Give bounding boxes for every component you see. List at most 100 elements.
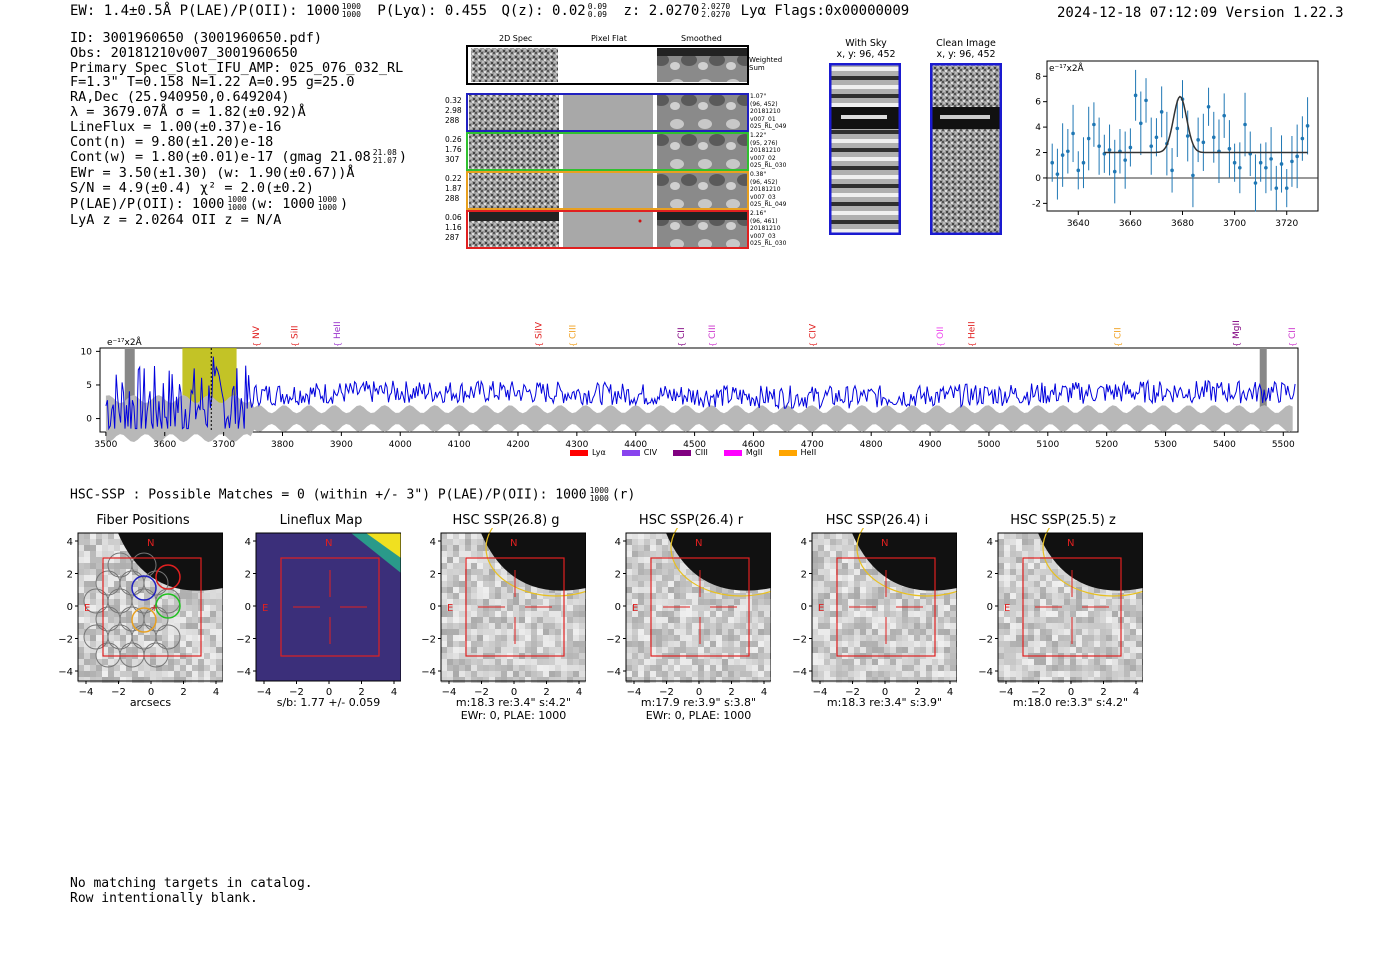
east-label: E bbox=[1004, 603, 1010, 614]
panel-ytick: −4 bbox=[236, 667, 251, 678]
cutout-row-stat: 1.87 bbox=[445, 184, 462, 193]
panel-xtick: 0 bbox=[1068, 687, 1074, 698]
panel-ytick: −4 bbox=[421, 667, 436, 678]
zoom-point bbox=[1279, 162, 1284, 166]
zoom-point bbox=[1149, 144, 1154, 148]
panel-ytick: 4 bbox=[615, 537, 621, 548]
fiber-circle bbox=[143, 642, 169, 668]
zoom-ylabel: e⁻¹⁷x2Å bbox=[1049, 62, 1085, 74]
zoom-point bbox=[1191, 173, 1195, 178]
panel-xtick: −2 bbox=[289, 687, 304, 698]
spectrum-xtick: 4100 bbox=[448, 440, 471, 450]
spectrum-legend: Lyα CIV CIII MgII HeII bbox=[570, 448, 832, 457]
aperture-box bbox=[836, 557, 936, 657]
spectrum-xtick: 5500 bbox=[1272, 440, 1295, 450]
aperture-box bbox=[280, 557, 380, 657]
panel-ytick: −4 bbox=[606, 667, 621, 678]
zoom-point bbox=[1290, 159, 1294, 164]
zoom-fit-line bbox=[1104, 95, 1308, 154]
spectrum-xtick: 4900 bbox=[919, 440, 942, 450]
zoom-xtick: 3640 bbox=[1067, 219, 1090, 229]
zoom-point bbox=[1211, 135, 1216, 140]
fiber-circle bbox=[143, 570, 169, 596]
panel-subtitle: arcsecs bbox=[129, 696, 172, 709]
panel-ytick: 0 bbox=[430, 602, 436, 613]
spectrum-xtick: 5400 bbox=[1213, 440, 1236, 450]
panel-xtick: −4 bbox=[79, 687, 94, 698]
legend-item: MgII bbox=[723, 448, 763, 457]
svg-text:{: { bbox=[967, 342, 976, 347]
emission-line-label: CII bbox=[1288, 327, 1298, 339]
emission-line-label: OII bbox=[936, 327, 946, 339]
clean-image bbox=[930, 63, 1002, 235]
spectrum-xtick: 4400 bbox=[624, 440, 647, 450]
info-primary: Primary Spec_Slot_IFU_AMP: 025_076_032_R… bbox=[70, 59, 404, 76]
zoom-ytick: 4 bbox=[1035, 123, 1041, 133]
zoom-point bbox=[1284, 186, 1289, 190]
zoom-ytick: 0 bbox=[1035, 174, 1041, 184]
zoom-point bbox=[1128, 145, 1133, 150]
zoom-point bbox=[1238, 165, 1242, 170]
spectrum-ytick: 10 bbox=[81, 347, 93, 357]
spectrum-xtick: 3700 bbox=[212, 440, 235, 450]
cutout-row-frame bbox=[466, 93, 749, 132]
panel-ytick: 0 bbox=[245, 602, 251, 613]
zoom-ytick: 8 bbox=[1035, 72, 1041, 82]
error-band bbox=[105, 395, 1293, 443]
aperture-box bbox=[1022, 557, 1122, 657]
info-fwhm: F=1.3" T=0.158 N=1.22 A=0.95 g=25.0 bbox=[70, 74, 355, 91]
zoom-point bbox=[1305, 124, 1310, 128]
panel-ytick: −2 bbox=[606, 635, 621, 646]
cutout-row-meta: v007_03 bbox=[750, 232, 776, 240]
svg-text:{: { bbox=[708, 342, 717, 347]
zoom-point bbox=[1055, 172, 1060, 176]
panel-ytick: 2 bbox=[67, 570, 73, 581]
cutout-row-meta: (96, 461) bbox=[750, 217, 778, 225]
panel-ytick: 0 bbox=[67, 602, 73, 613]
panel-title: Fiber Positions bbox=[96, 513, 190, 528]
fiber-circle bbox=[155, 564, 181, 590]
legend-label: HeII bbox=[800, 448, 817, 457]
panel-xtick: 2 bbox=[728, 687, 734, 698]
info-lineflux: LineFlux = 1.00(±0.37)e-16 bbox=[70, 118, 282, 135]
emission-line-label: CIII bbox=[569, 325, 579, 339]
panel-ytick: 2 bbox=[245, 570, 251, 581]
zoom-ytick: 2 bbox=[1035, 149, 1041, 159]
panel-xtick: 4 bbox=[391, 687, 397, 698]
zoom-point bbox=[1097, 144, 1101, 148]
zoom-point bbox=[1175, 126, 1180, 131]
cutout-row-meta: v007_02 bbox=[750, 154, 776, 162]
legend-swatch bbox=[723, 449, 742, 456]
panel-xtick: 0 bbox=[326, 687, 332, 698]
north-label: N bbox=[147, 538, 154, 549]
zoom-point bbox=[1274, 186, 1279, 190]
svg-text:{: { bbox=[569, 342, 578, 347]
cutout-row-meta: (96, 452) bbox=[750, 178, 778, 186]
panel-xtick: −4 bbox=[813, 687, 828, 698]
svg-text:{: { bbox=[333, 342, 342, 347]
legend-label: CIII bbox=[695, 448, 708, 457]
cutout-row-meta: 0.38" bbox=[750, 171, 767, 178]
emission-line-label: CII bbox=[1113, 327, 1123, 339]
spectrum-xtick: 3600 bbox=[153, 440, 176, 450]
spectrum-xtick: 3500 bbox=[94, 440, 117, 450]
aperture-box bbox=[465, 557, 565, 657]
info-obs: Obs: 20181210v007_3001960650 bbox=[70, 44, 298, 61]
panel-title: Lineflux Map bbox=[279, 513, 363, 528]
cutout-panel-4: N E 4 2 0 −2 −4 −4 −2 0 2 4 bbox=[792, 528, 957, 698]
zoom-point bbox=[1123, 158, 1127, 162]
zoom-point bbox=[1227, 146, 1232, 151]
cutout-row-meta: (95, 276) bbox=[750, 139, 778, 147]
panel-ytick: −2 bbox=[58, 635, 73, 646]
cutout-row-stat: 288 bbox=[445, 194, 460, 203]
legend-item: HeII bbox=[778, 448, 817, 457]
panel-ytick: −2 bbox=[421, 635, 436, 646]
panel-xtick: 2 bbox=[180, 687, 186, 698]
footer-notes: No matching targets in catalog. Row inte… bbox=[70, 876, 313, 906]
panel-xtick: −2 bbox=[111, 687, 126, 698]
zoom-point bbox=[1092, 122, 1096, 127]
spectrum-ytick: 5 bbox=[86, 381, 92, 391]
full-spectrum-chart: NV {SiII {HeII {SiIV {CIII {CII {CIII {CIV {OII {… bbox=[81, 320, 1299, 450]
zoom-point bbox=[1071, 131, 1075, 136]
panel-ytick: −2 bbox=[792, 635, 807, 646]
